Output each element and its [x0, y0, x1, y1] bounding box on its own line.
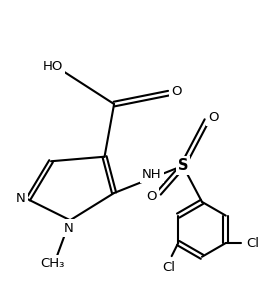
- Text: O: O: [208, 111, 219, 124]
- Text: NH: NH: [142, 168, 162, 181]
- Text: O: O: [171, 85, 182, 98]
- Text: N: N: [16, 192, 26, 204]
- Text: Cl: Cl: [246, 236, 259, 249]
- Text: Cl: Cl: [162, 262, 176, 274]
- Text: N: N: [64, 221, 74, 235]
- Text: CH₃: CH₃: [41, 257, 65, 270]
- Text: S: S: [178, 158, 188, 173]
- Text: O: O: [146, 190, 157, 203]
- Text: HO: HO: [43, 60, 63, 73]
